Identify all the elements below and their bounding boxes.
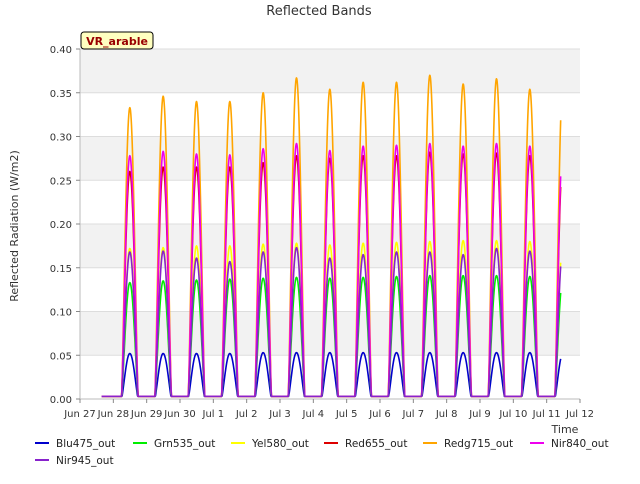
x-tick-label: Jul 9 — [468, 409, 491, 420]
x-tick-label: Jul 5 — [335, 409, 358, 420]
legend-label: Nir840_out — [551, 438, 609, 450]
x-tick-label: Jul 4 — [302, 409, 325, 420]
y-tick-label: 0.00 — [50, 395, 72, 406]
y-axis-label: Reflected Radiation (W/m2) — [8, 150, 21, 302]
axes: 0.00 0.05 0.10 0.15 0.20 0.25 0.30 0.35 0.40 Jun … — [50, 45, 594, 420]
plot-band — [80, 311, 580, 356]
legend-label: Nir945_out — [56, 455, 114, 467]
x-tick-label: Jul 3 — [268, 409, 291, 420]
legend-label: Red655_out — [345, 438, 407, 450]
annotation-label: VR_arable — [86, 35, 148, 48]
y-tick-label: 0.10 — [50, 308, 72, 319]
series-layer — [101, 74, 562, 398]
x-tick-label: Jun 27 — [63, 409, 96, 420]
x-tick-label: Jun 29 — [130, 409, 163, 420]
y-tick-label: 0.35 — [50, 89, 72, 100]
x-tick-label: Jun 28 — [97, 409, 130, 420]
annotation-box: VR_arable — [80, 31, 154, 50]
plot-band — [80, 49, 580, 93]
legend: Blu475_out Grn535_out Yel580_out Red655_out… — [35, 438, 609, 467]
y-tick-label: 0.25 — [50, 176, 72, 187]
x-tick-label: Jul 1 — [202, 409, 225, 420]
series-line-nir945_out — [101, 246, 562, 398]
legend-label: Blu475_out — [56, 438, 115, 450]
x-axis-label: Time — [551, 423, 579, 436]
y-tick-label: 0.20 — [50, 220, 72, 231]
x-tick-label: Jul 7 — [402, 409, 425, 420]
x-tick-label: Jul 10 — [498, 409, 527, 420]
legend-label: Redg715_out — [444, 438, 513, 450]
y-tick-label: 0.40 — [50, 45, 72, 56]
x-tick-label: Jul 12 — [565, 409, 594, 420]
x-tick-label: Jun 30 — [163, 409, 196, 420]
y-tick-label: 0.30 — [50, 133, 72, 144]
legend-label: Yel580_out — [251, 438, 309, 450]
y-tick-label: 0.15 — [50, 264, 72, 275]
x-tick-label: Jul 2 — [235, 409, 258, 420]
y-tick-label: 0.05 — [50, 351, 72, 362]
chart-title: Reflected Bands — [266, 4, 372, 19]
annotation-frame — [80, 31, 154, 50]
x-tick-label: Jul 8 — [435, 409, 458, 420]
x-tick-label: Jul 6 — [368, 409, 391, 420]
legend-label: Grn535_out — [154, 438, 215, 450]
x-tick-label: Jul 11 — [532, 409, 561, 420]
